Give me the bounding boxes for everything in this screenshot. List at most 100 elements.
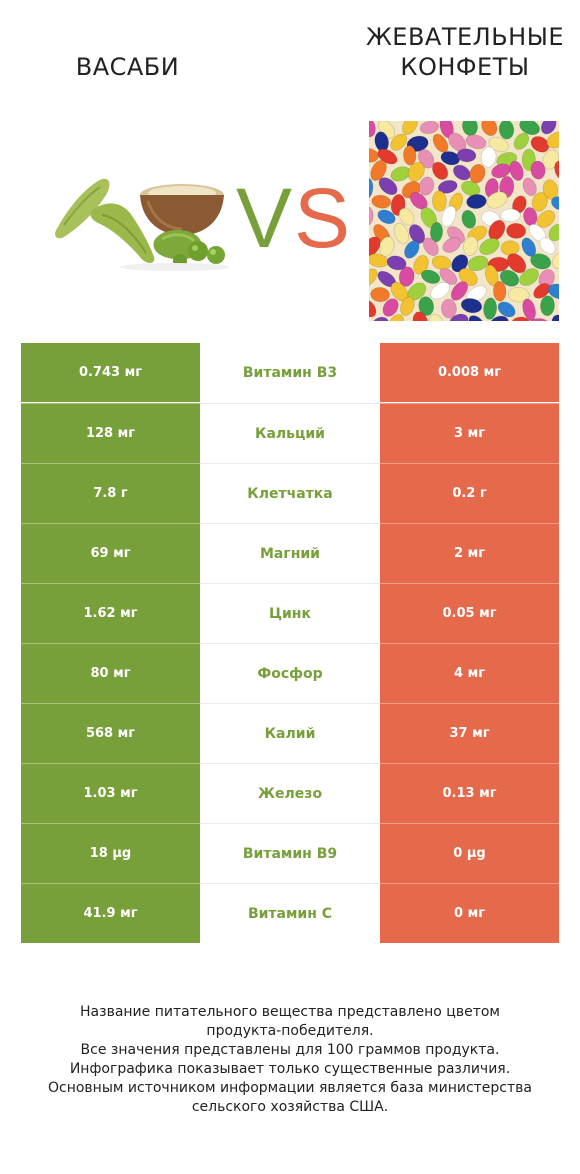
jelly-bean bbox=[462, 235, 479, 257]
jelly-bean bbox=[481, 121, 498, 137]
jelly-bean bbox=[510, 316, 531, 321]
jelly-bean bbox=[369, 268, 378, 287]
right-value-cell: 0.2 г bbox=[380, 463, 559, 523]
jelly-bean bbox=[506, 222, 527, 239]
jelly-bean bbox=[432, 161, 449, 180]
jelly-bean bbox=[530, 136, 550, 153]
right-value-cell: 37 мг bbox=[380, 703, 559, 763]
jelly-bean bbox=[547, 283, 559, 300]
jelly-bean bbox=[522, 177, 537, 197]
vs-s-letter: S bbox=[294, 171, 350, 265]
jelly-bean bbox=[540, 295, 555, 317]
jelly-bean bbox=[551, 252, 559, 270]
right-value-cell: 0.05 мг bbox=[380, 583, 559, 643]
jelly-bean bbox=[370, 287, 390, 303]
jelly-bean bbox=[369, 236, 381, 257]
vs-v-letter: V bbox=[236, 171, 292, 265]
jelly-bean bbox=[540, 121, 557, 135]
jelly-bean bbox=[378, 177, 398, 196]
jelly-bean bbox=[422, 237, 439, 256]
jelly-bean bbox=[418, 176, 435, 196]
jelly-bean bbox=[509, 160, 524, 181]
right-value-cell: 0.13 мг bbox=[380, 763, 559, 823]
nutrient-name-cell: Цинк bbox=[200, 583, 380, 643]
jelly-bean bbox=[419, 121, 440, 135]
jelly-bean bbox=[539, 237, 556, 255]
left-value-cell: 69 мг bbox=[21, 523, 200, 583]
jelly-bean bbox=[479, 237, 500, 256]
nutrient-name-cell: Калий bbox=[200, 703, 380, 763]
left-value-cell: 41.9 мг bbox=[21, 883, 200, 943]
jelly-bean bbox=[498, 121, 515, 140]
jelly-bean bbox=[398, 266, 415, 287]
jelly-bean bbox=[530, 253, 552, 270]
jelly-bean bbox=[370, 159, 387, 181]
jelly-bean bbox=[369, 121, 376, 138]
nutrient-name-cell: Витамин C bbox=[200, 883, 380, 943]
left-value-cell: 0.743 мг bbox=[21, 343, 200, 402]
jelly-bean bbox=[369, 148, 379, 163]
jelly-bean bbox=[533, 283, 551, 299]
wasabi-image bbox=[55, 178, 230, 271]
table-row: 7.8 г Клетчатка 0.2 г bbox=[21, 463, 559, 523]
jelly-bean bbox=[451, 254, 469, 273]
jelly-bean bbox=[440, 298, 457, 319]
jelly-bean bbox=[548, 223, 559, 242]
jelly-bean bbox=[369, 177, 374, 200]
footnote-line: Инфографика показывает только существенн… bbox=[69, 1061, 511, 1077]
jelly-bean bbox=[528, 318, 550, 321]
jelly-bean bbox=[390, 133, 408, 151]
jelly-bean bbox=[456, 148, 477, 163]
jelly-bean bbox=[440, 151, 461, 166]
jelly-bean bbox=[488, 315, 509, 321]
table-row: 18 µg Витамин B9 0 µg bbox=[21, 823, 559, 883]
right-value-cell: 2 мг bbox=[380, 523, 559, 583]
left-value-cell: 7.8 г bbox=[21, 463, 200, 523]
nutrient-name-cell: Витамин B9 bbox=[200, 823, 380, 883]
left-value-cell: 1.62 мг bbox=[21, 583, 200, 643]
jelly-bean bbox=[369, 298, 377, 318]
jelly-bean bbox=[437, 179, 458, 194]
nutrient-name-cell: Кальций bbox=[200, 403, 380, 463]
jelly-bean bbox=[441, 205, 457, 227]
left-value-cell: 18 µg bbox=[21, 823, 200, 883]
left-value-cell: 80 мг bbox=[21, 643, 200, 703]
jelly-bean bbox=[500, 208, 521, 223]
jelly-bean bbox=[488, 136, 509, 153]
jelly-bean bbox=[403, 145, 417, 166]
jelly-bean bbox=[413, 255, 429, 275]
jelly-bean bbox=[442, 237, 461, 253]
jelly-bean bbox=[386, 255, 407, 271]
jelly-bean bbox=[412, 311, 429, 321]
jelly-bean bbox=[460, 298, 483, 314]
jelly-bean bbox=[513, 132, 530, 150]
jelly-bean bbox=[382, 298, 399, 317]
jelly-bean bbox=[450, 281, 469, 301]
jelly-bean bbox=[398, 207, 415, 226]
jelly-bean bbox=[379, 236, 395, 257]
nutrient-name-cell: Витамин B3 bbox=[200, 343, 380, 402]
jelly-bean bbox=[401, 121, 418, 135]
jelly-bean bbox=[483, 297, 498, 320]
table-row: 69 мг Магний 2 мг bbox=[21, 523, 559, 583]
jelly-bean bbox=[452, 164, 471, 181]
jelly-bean bbox=[408, 224, 426, 244]
jelly-bean bbox=[497, 301, 516, 318]
jelly-bean bbox=[400, 296, 415, 316]
right-value-cell: 0.008 мг bbox=[380, 343, 559, 402]
jelly-bean bbox=[499, 269, 520, 287]
jelly-beans-image bbox=[369, 121, 559, 321]
footnote-line: Основным источником информации является … bbox=[48, 1080, 532, 1096]
jelly-bean bbox=[388, 314, 405, 321]
jelly-bean bbox=[428, 313, 445, 321]
jelly-bean bbox=[531, 192, 548, 212]
food-right-title-line-1: ЖЕВАТЕЛЬНЫЕ bbox=[365, 23, 565, 51]
jelly-bean bbox=[551, 196, 559, 211]
jelly-bean bbox=[551, 314, 559, 321]
jelly-bean bbox=[407, 162, 425, 182]
jelly-bean bbox=[492, 281, 507, 302]
comparison-table: 0.743 мг Витамин B3 0.008 мг 128 мг Кальций 3… bbox=[21, 343, 559, 943]
jelly-bean bbox=[519, 268, 539, 287]
nutrient-name-cell: Клетчатка bbox=[200, 463, 380, 523]
